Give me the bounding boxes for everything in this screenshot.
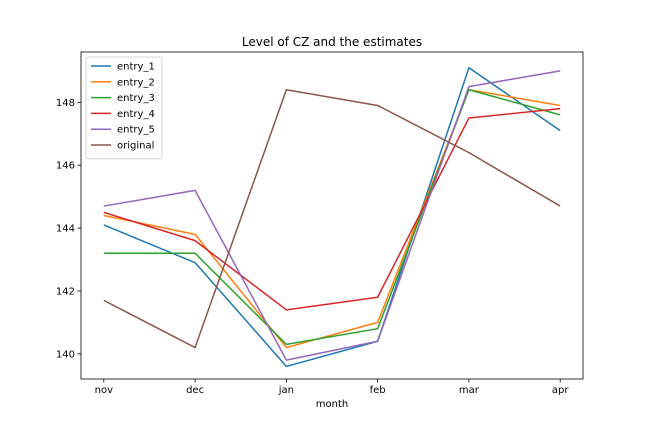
series-line-entry_3 xyxy=(103,88,561,346)
series-line-entry_4 xyxy=(103,107,561,311)
x-tick-label: dec xyxy=(186,385,204,396)
series-line-entry_2 xyxy=(103,88,561,349)
x-tick-label: feb xyxy=(370,385,386,396)
y-tick-label: 142 xyxy=(56,286,75,297)
plot-frame xyxy=(80,51,584,380)
y-tick-label: 148 xyxy=(56,98,75,109)
series-layer xyxy=(103,66,561,368)
legend-entry-label: entry_2 xyxy=(117,77,155,88)
legend-entry-label: entry_1 xyxy=(117,62,155,73)
legend-entry-label: entry_5 xyxy=(117,125,155,136)
legend-entry-label: original xyxy=(117,141,154,152)
x-axis-label: month xyxy=(316,399,348,410)
y-tick-label: 146 xyxy=(56,161,75,172)
legend-entry-label: entry_3 xyxy=(117,93,155,104)
x-axis-ticks: nov dec jan feb mar apr xyxy=(95,379,569,396)
series-line-original xyxy=(103,88,561,349)
legend-entry-label: entry_4 xyxy=(117,109,155,120)
legend: entry_1 entry_2 entry_3 entry_4 entry_5origi… xyxy=(85,56,163,160)
y-axis-ticks: 140 142 144 146 148 xyxy=(56,98,81,360)
series-line-entry_5 xyxy=(103,70,561,361)
y-tick-label: 144 xyxy=(56,224,75,235)
x-tick-label: mar xyxy=(459,385,480,396)
series-line-entry_1 xyxy=(103,66,561,368)
x-tick-label: apr xyxy=(552,385,569,396)
x-tick-label: jan xyxy=(278,385,294,396)
y-tick-label: 140 xyxy=(56,349,75,360)
chart-title: Level of CZ and the estimates xyxy=(242,35,422,49)
x-tick-label: nov xyxy=(95,385,113,396)
